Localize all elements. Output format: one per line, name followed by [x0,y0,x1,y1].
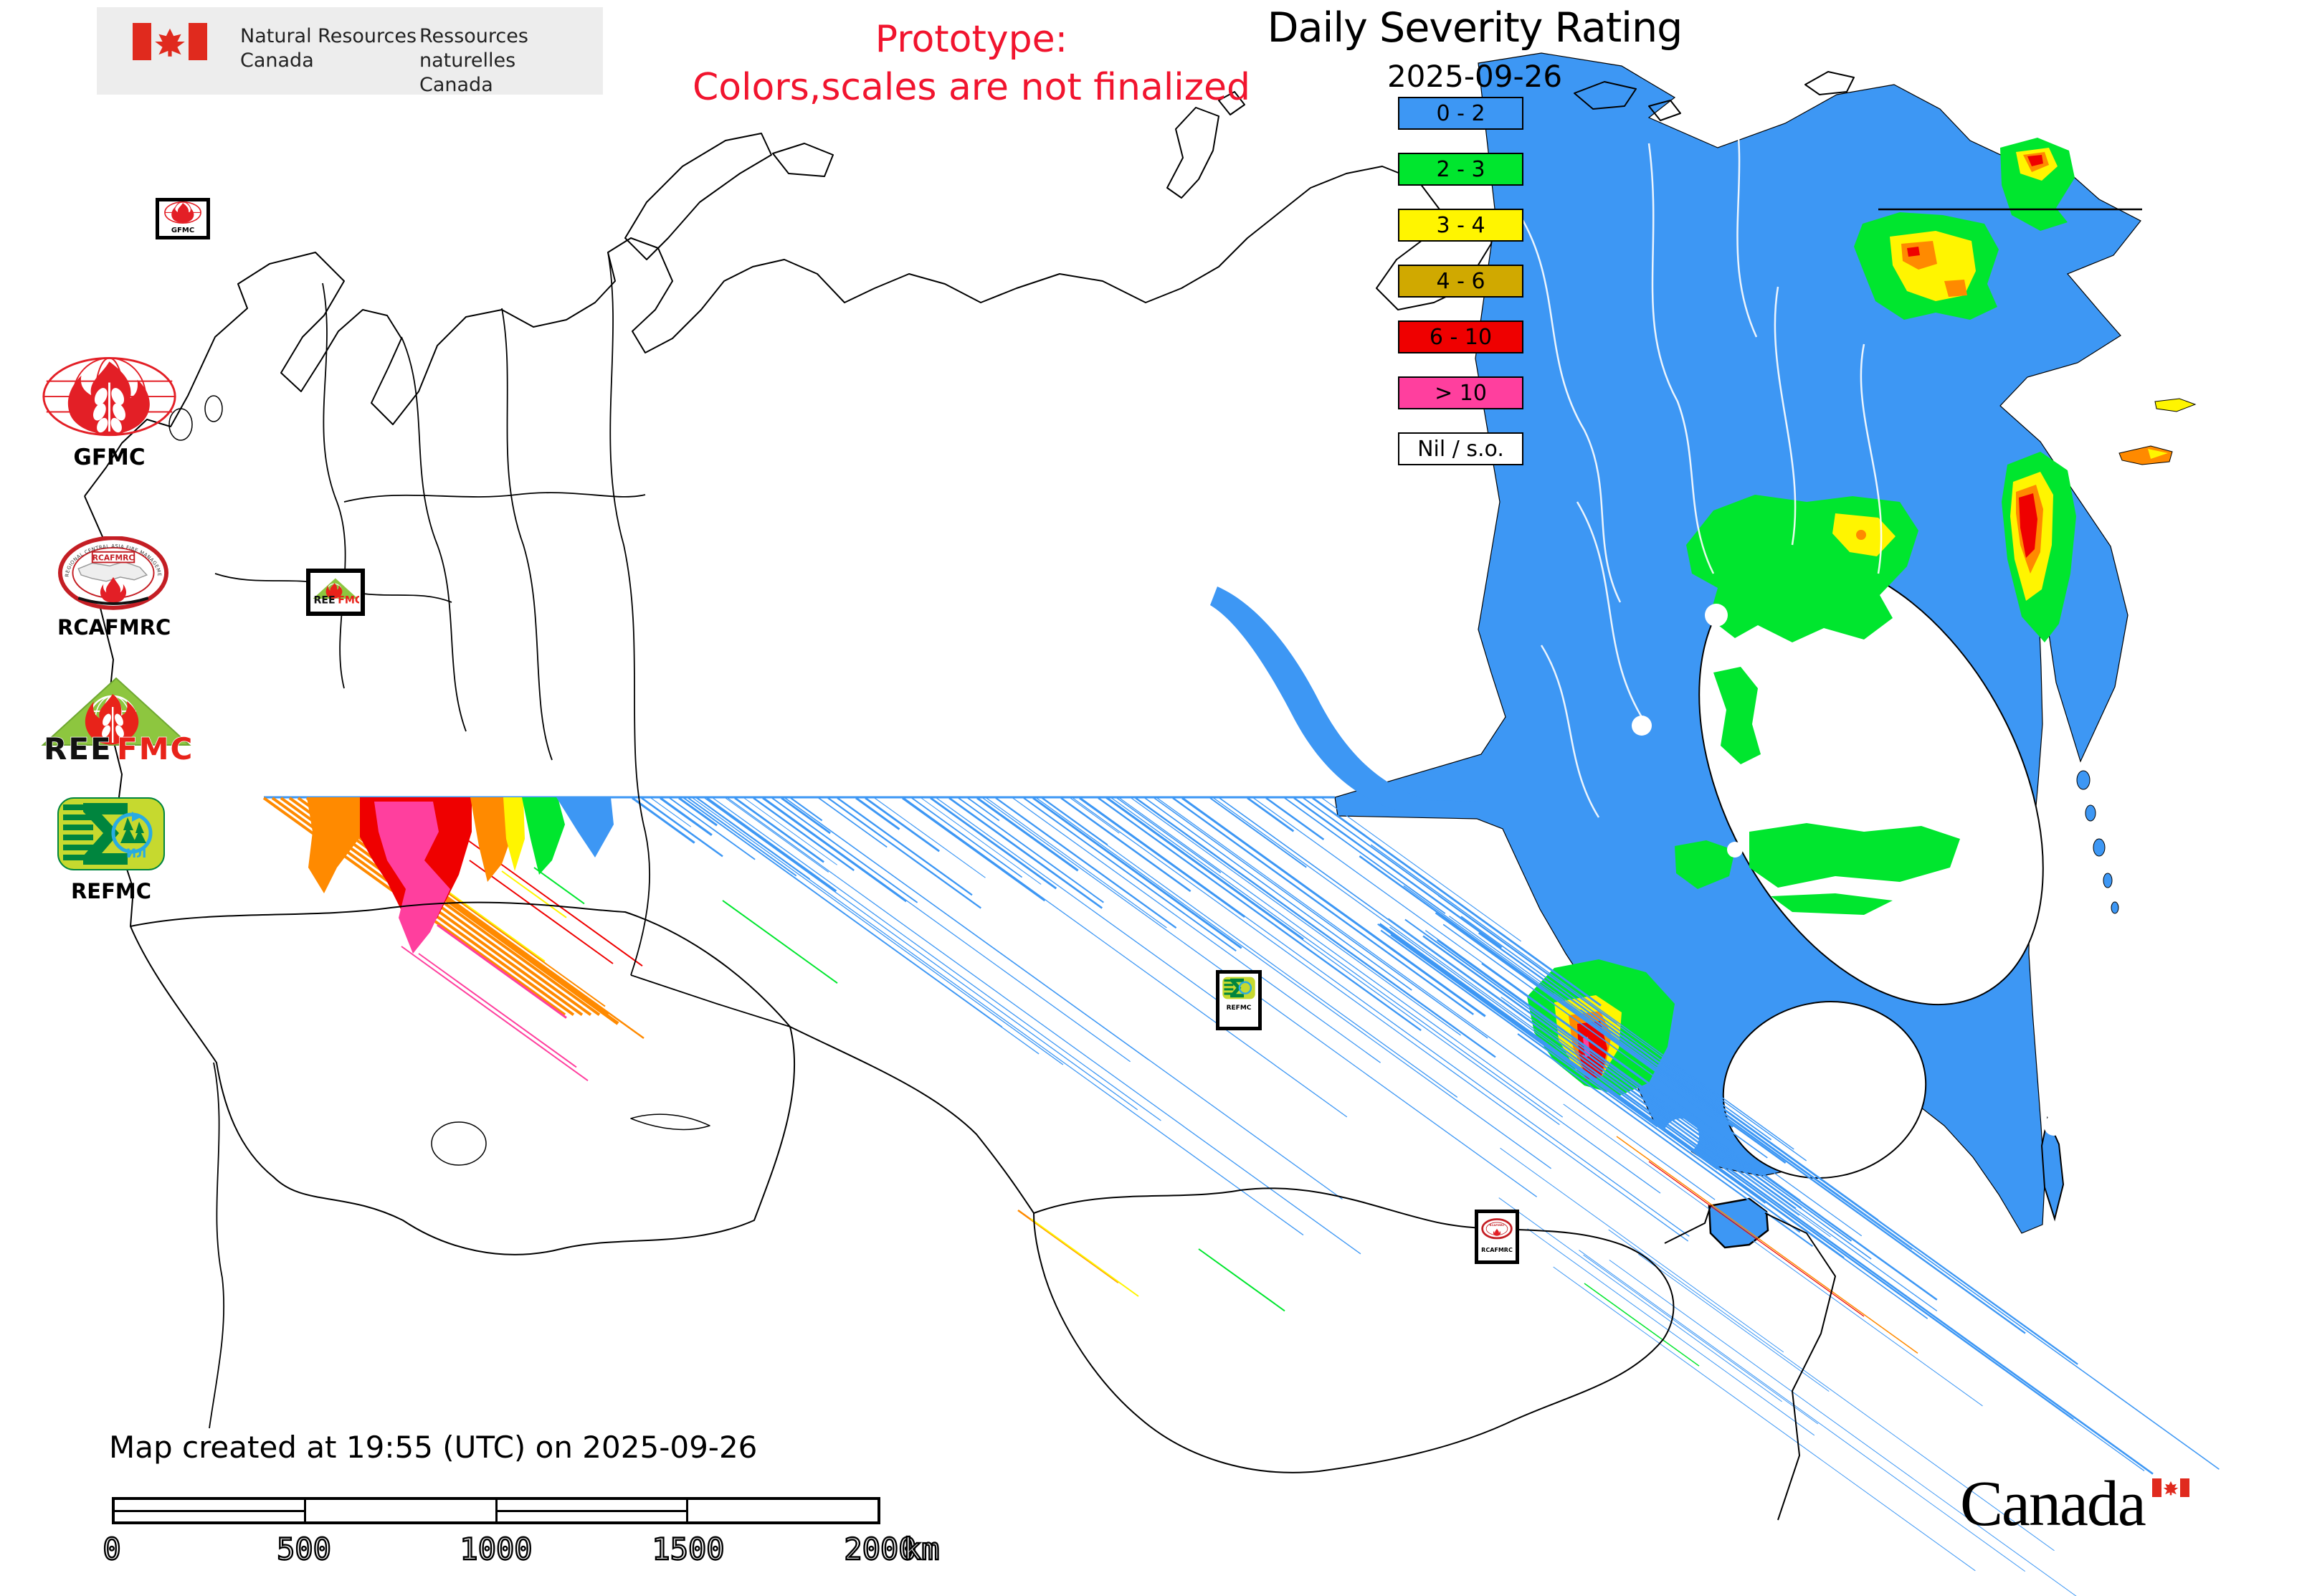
refmc-logo: ИЛ [57,797,165,870]
scale-tick-1000: 1000 [459,1531,533,1567]
map-marker-rcafmrc: RCAFMRC RCAFMRC [1475,1210,1519,1264]
scale-segment-1 [115,1500,306,1521]
commander-islands [2118,398,2197,465]
refmc-inner-text: ИЛ [126,847,146,861]
legend-item-nil: Nil / s.o. [1398,432,1523,465]
border-kaz-to-mongolia [789,1026,1035,1214]
hotspot-mid-green [1675,667,1960,915]
prototype-warning: Prototype: Colors,scales are not finaliz… [692,18,1251,109]
country-borders [84,71,2142,1521]
scale-unit: km [903,1531,941,1567]
aral-sea [431,1121,487,1166]
map-marker-refmc-label: REFMC [1226,1004,1252,1012]
gfmc-mini-logo [164,201,201,224]
gfmc-label: GFMC [73,445,146,470]
canada-wordmark: Canada [1960,1468,2146,1539]
reefmc-label-black: REE [44,731,113,763]
svg-text:RCAFMRC: RCAFMRC [92,553,135,562]
kazakhstan-border [130,901,796,1255]
dsr-blue-band [1210,586,1478,817]
map-marker-gfmc: GFMC [156,198,210,239]
title-block: Daily Severity Rating 2025-09-26 [1227,4,1722,94]
scale-bar [112,1497,880,1524]
rcafmrc-logo: REGIONAL CENTRAL ASIA FIRE MANAGEMENT RE… [57,536,169,610]
lake-balkhash [630,1113,710,1131]
lake-onega [204,395,223,422]
new-siberian-islands [1574,81,1681,121]
legend-item-2-3: 2 - 3 [1398,153,1523,186]
reefmc-label-red: FMC [117,731,194,763]
map-marker-gfmc-label: GFMC [171,227,195,234]
scale-segment-3 [497,1500,689,1521]
legend-item-4-6: 4 - 6 [1398,265,1523,298]
dsr-data-layer [262,52,2220,1596]
map-marker-reefmc: REE FMC [306,569,365,616]
refmc-mini-logo [1222,977,1255,999]
nrcan-title-fr: Ressources naturelles Canada [419,25,528,96]
scale-tick-1500: 1500 [651,1531,726,1567]
svg-text:FMC: FMC [338,594,359,606]
rivers [1518,107,1883,818]
scale-segment-2 [306,1500,498,1521]
canada-flag-icon [133,23,207,60]
svg-text:REE: REE [313,594,335,606]
refmc-label: REFMC [70,879,152,903]
page-title: Daily Severity Rating [1267,4,1683,52]
wrangel-island [1804,71,1855,95]
mongolia-border [1033,1187,1675,1473]
scale-tick-0: 0 [102,1531,122,1567]
nrcan-title-en: Natural Resources Canada [240,25,417,72]
svg-text:RCAFMRC: RCAFMRC [1490,1223,1505,1227]
legend-item-6-10: 6 - 10 [1398,320,1523,353]
severity-legend: 0 - 2 2 - 3 3 - 4 4 - 6 6 - 10 > 10 Nil … [1398,97,1523,488]
internal-region-borders [214,252,791,1027]
scale-tick-500: 500 [276,1531,332,1567]
novaya-zemlya [624,133,834,260]
map-created-text: Map created at 19:55 (UTC) on 2025-09-26 [109,1430,758,1465]
map-marker-refmc: REFMC [1216,970,1262,1030]
primorye-region [1708,1197,1769,1249]
hotspot-verkhoyansk [1686,495,1918,642]
reefmc-mini-logo: REE FMC [313,578,362,606]
caspian-shore [209,1062,225,1429]
scale-segment-4 [688,1500,877,1521]
map-date: 2025-09-26 [1387,59,1563,94]
hotspot-chukotka-north [2000,138,2075,231]
rcafmrc-label: RCAFMRC [57,615,171,640]
kuril-islands [2076,770,2119,914]
hotspot-kamchatka [2002,452,2076,642]
legend-item-0-2: 0 - 2 [1398,97,1523,130]
china-border-east [1664,1205,1836,1521]
rcafmrc-mini-logo: RCAFMRC [1481,1218,1513,1240]
russia-coast-west [84,166,1496,497]
render-streaks [262,797,2220,1596]
canada-wordmark-flag-icon [2152,1478,2189,1497]
scale-tick-2000: 2000 [843,1531,918,1567]
nrcan-signature-block: Natural Resources Canada Ressources natu… [97,7,603,96]
map-marker-rcafmrc-label: RCAFMRC [1481,1247,1513,1253]
reefmc-logo: REE FMC [41,677,194,763]
legend-item-3-4: 3 - 4 [1398,209,1523,242]
lake-ladoga [168,408,193,441]
gfmc-logo [42,356,176,437]
hotspot-chukotka-main [1854,212,1999,320]
legend-item-gt10: > 10 [1398,376,1523,409]
severnaya-zemlya [1166,91,1245,199]
sakhalin-island [2040,1116,2065,1222]
